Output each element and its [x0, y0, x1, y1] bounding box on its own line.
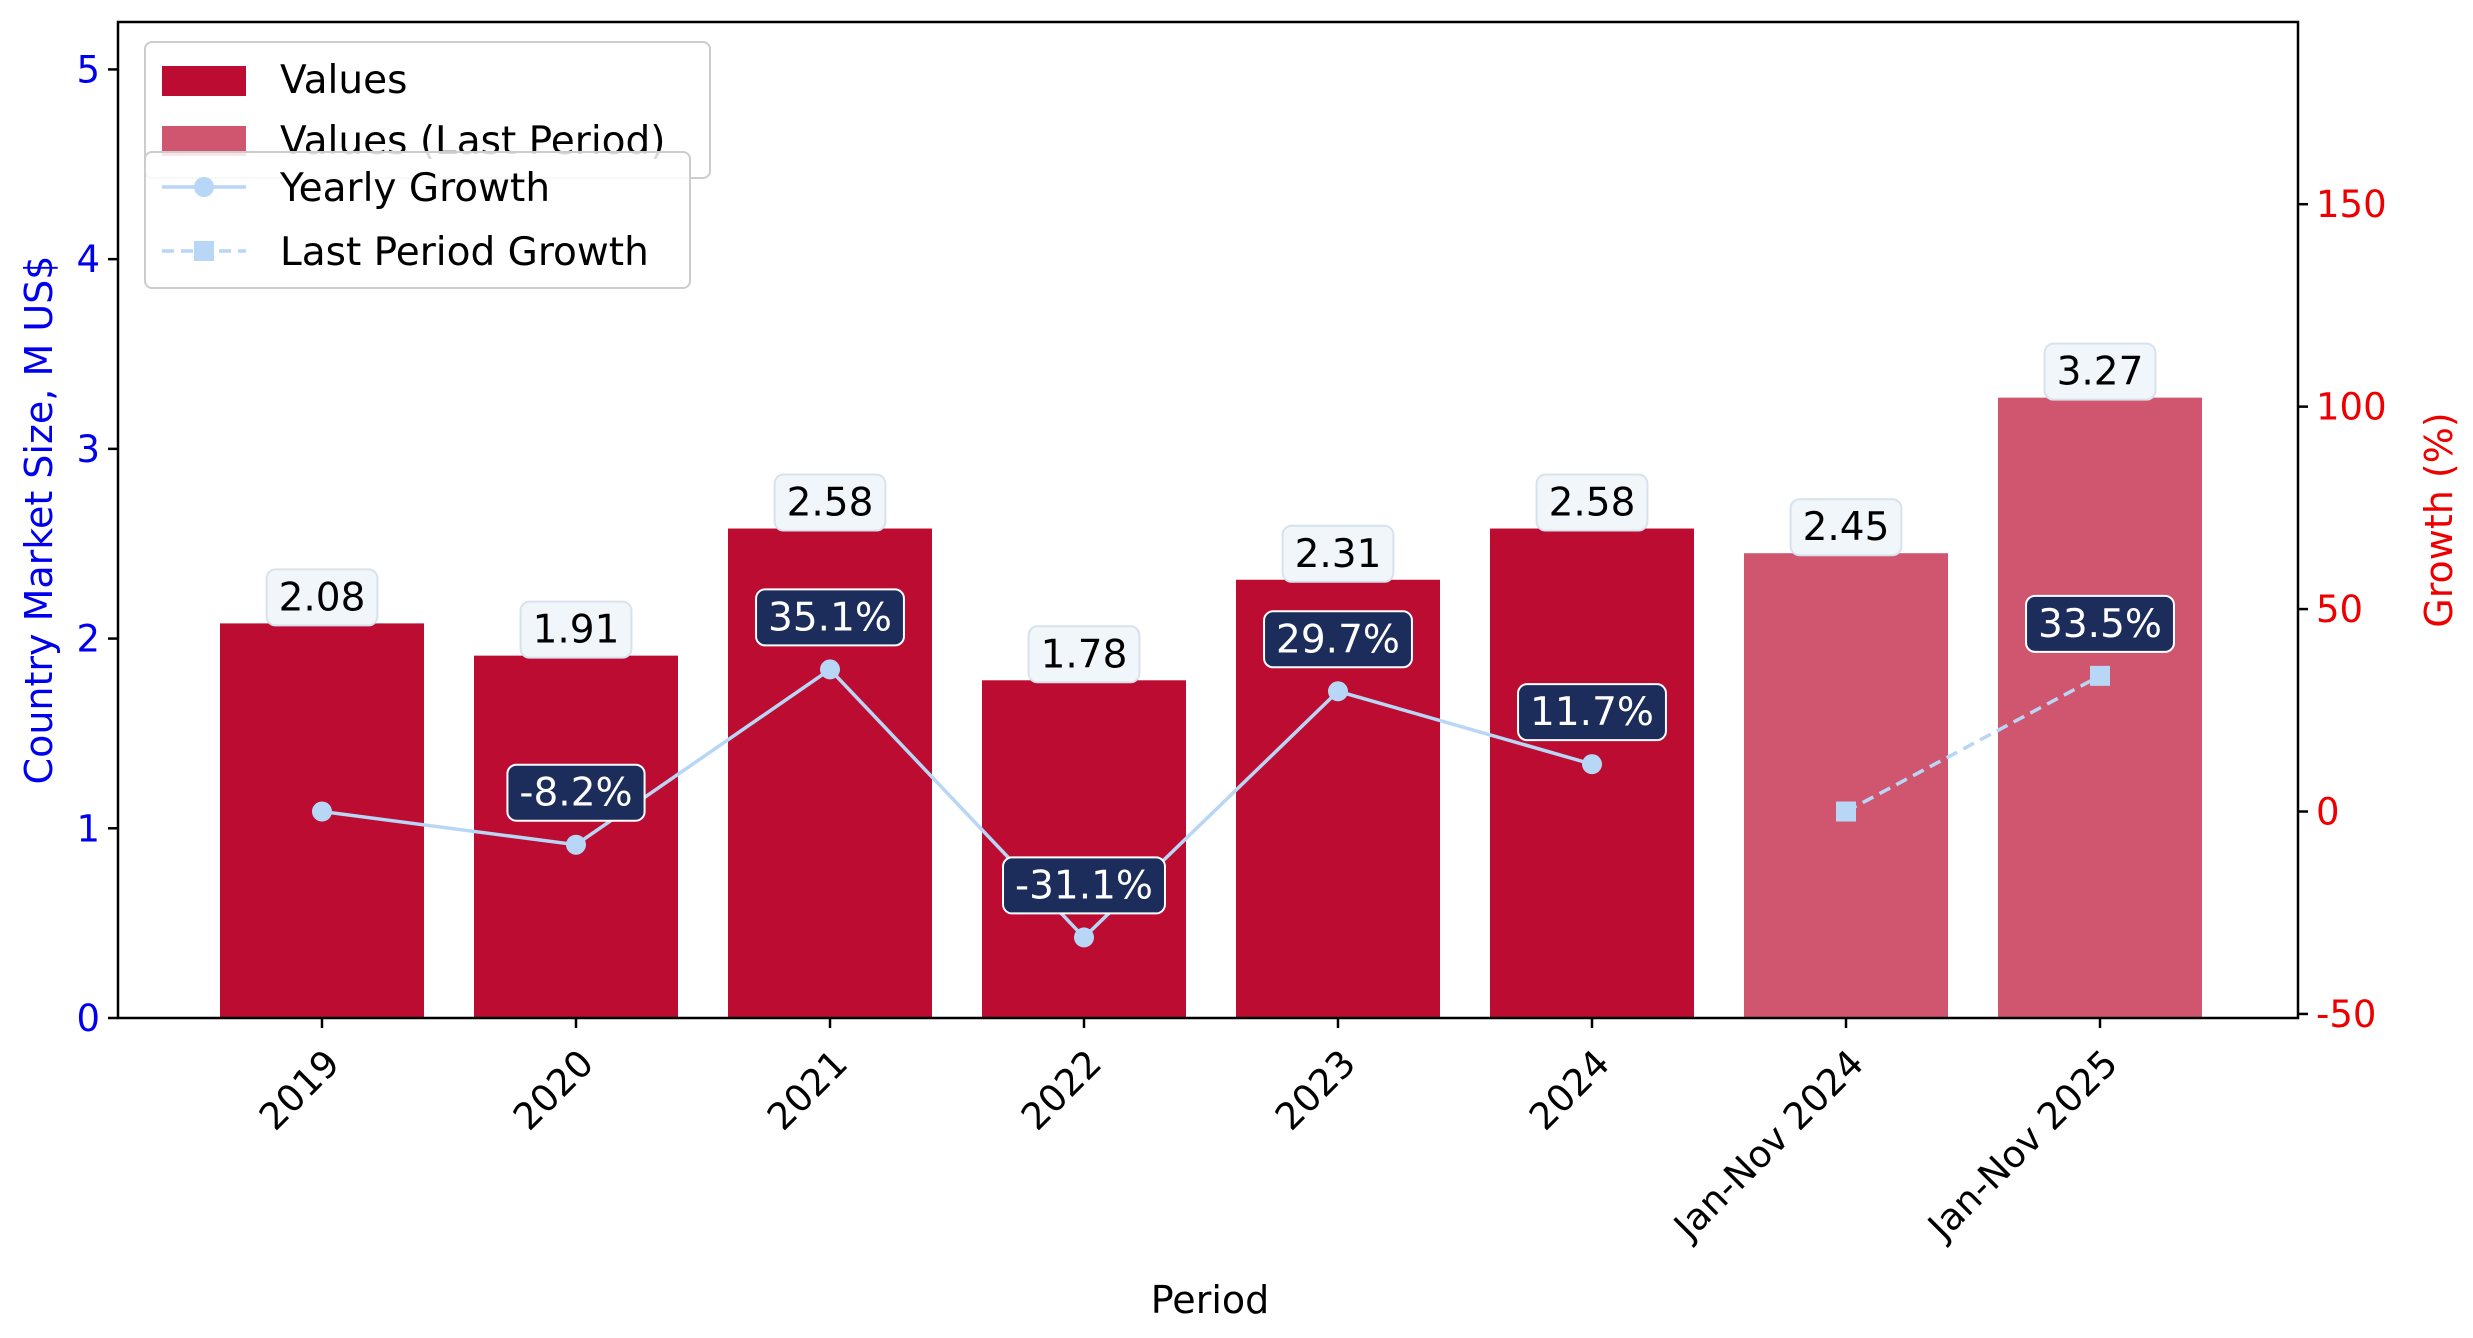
legend-label-yearly-growth: Yearly Growth — [279, 166, 550, 211]
right-tick-label: 0 — [2316, 791, 2340, 834]
growth-value-label: 29.7% — [1263, 610, 1413, 669]
growth-line — [321, 667, 1593, 940]
legend-bars: Values Values (Last Period) — [144, 41, 711, 179]
bar-value-label: 2.08 — [265, 568, 379, 627]
bar-value-label-box — [519, 600, 633, 659]
right-tick-label: 50 — [2316, 588, 2363, 631]
growth-value-label-box — [1002, 856, 1166, 915]
left-tick-label: 3 — [76, 428, 100, 471]
legend-swatch-values — [162, 66, 246, 96]
bar-value-label-box — [1281, 524, 1395, 583]
bar-labels-layer: 2.08 1.91 2.58 1.78 2.31 2.58 2.45 3.27 — [265, 342, 2157, 684]
growth-labels-layer: -8.2% 35.1% -31.1% 29.7% 11.7% 33.5% — [506, 588, 2175, 915]
bar — [1998, 397, 2202, 1018]
growth-value-label-text: 11.7% — [1530, 690, 1654, 735]
growth-point — [312, 801, 332, 822]
growth-line — [1845, 674, 2101, 814]
growth-point — [820, 659, 840, 680]
left-axis: 0 1 2 3 4 5 — [76, 48, 118, 1040]
left-tick-label: 4 — [76, 238, 100, 281]
growth-point — [1836, 801, 1856, 822]
bar-value-label-text: 1.78 — [1041, 632, 1128, 677]
left-tick-label: 1 — [76, 807, 100, 850]
growth-value-label-box — [755, 588, 905, 647]
bar-value-label: 2.58 — [1535, 473, 1649, 532]
x-axis-title: Period — [1151, 1278, 1270, 1322]
bar-value-label-text: 1.91 — [533, 608, 620, 653]
legend-lines: Yearly Growth Last Period Growth — [144, 151, 691, 289]
bar-value-label-box — [1535, 473, 1649, 532]
growth-point — [2090, 665, 2110, 686]
legend-lines-box — [144, 151, 691, 289]
bar-value-label-text: 3.27 — [2057, 350, 2144, 395]
legend-label-last-period-growth: Last Period Growth — [280, 230, 649, 275]
bar-value-label: 3.27 — [2043, 342, 2157, 401]
bar-value-label: 1.78 — [1027, 625, 1141, 684]
growth-value-label: 35.1% — [755, 588, 905, 647]
growth-value-label-box — [1517, 683, 1667, 742]
growth-value-label-text: 35.1% — [768, 595, 892, 640]
growth-value-label-box — [1263, 610, 1413, 669]
bar — [982, 680, 1186, 1018]
growth-value-label-box — [506, 763, 646, 822]
growth-value-label: -31.1% — [1002, 856, 1166, 915]
bar-value-label: 2.58 — [773, 473, 887, 532]
bar-value-label-box — [1789, 498, 1903, 557]
bar-value-label-box — [2043, 342, 2157, 401]
growth-point — [566, 834, 586, 855]
y-axis-title-left: Country Market Size, M US$ — [17, 256, 61, 785]
growth-value-label-text: 29.7% — [1276, 617, 1400, 662]
bar-value-label-box — [773, 473, 887, 532]
bar-value-label-text: 2.45 — [1803, 505, 1890, 550]
growth-point — [1328, 681, 1348, 702]
bar-value-label: 1.91 — [519, 600, 633, 659]
bar-value-label-text: 2.31 — [1295, 532, 1382, 577]
legend-marker-last-period-growth — [194, 241, 214, 261]
legend-label-values: Values — [280, 58, 407, 103]
growth-lines-layer — [312, 659, 2110, 948]
left-tick-label: 0 — [76, 997, 100, 1040]
bar-value-label-box — [1027, 625, 1141, 684]
left-tick-label: 2 — [76, 618, 100, 661]
y-axis-title-right: Growth (%) — [2417, 412, 2461, 627]
growth-value-label-text: -31.1% — [1015, 863, 1153, 908]
right-axis: -50 0 50 100 150 — [2298, 183, 2387, 1036]
right-tick-label: 100 — [2316, 386, 2387, 429]
bar-value-label-text: 2.58 — [1549, 481, 1636, 526]
plot-frame — [116, 20, 2300, 1020]
bar-value-label: 2.31 — [1281, 524, 1395, 583]
growth-value-label-text: 33.5% — [2038, 602, 2162, 647]
growth-point — [1582, 754, 1602, 775]
bar — [1744, 553, 1948, 1018]
growth-point — [1074, 927, 1094, 948]
bar-value-label-box — [265, 568, 379, 627]
right-tick-label: 150 — [2316, 183, 2387, 226]
bar-value-label: 2.45 — [1789, 498, 1903, 557]
growth-value-label: 11.7% — [1517, 683, 1667, 742]
right-tick-label: -50 — [2316, 993, 2376, 1036]
growth-value-label: 33.5% — [2025, 594, 2175, 653]
growth-value-label-box — [2025, 594, 2175, 653]
bar-value-label-text: 2.58 — [787, 481, 874, 526]
bar-value-label-text: 2.08 — [279, 575, 366, 620]
growth-value-label-text: -8.2% — [519, 771, 632, 816]
left-tick-label: 5 — [76, 48, 100, 91]
legend-marker-yearly-growth — [194, 177, 214, 197]
growth-value-label: -8.2% — [506, 763, 646, 822]
